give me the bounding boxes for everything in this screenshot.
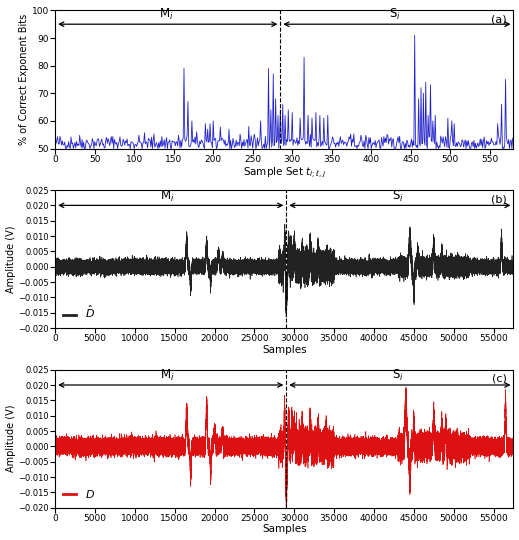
Legend: $D$: $D$ xyxy=(61,486,98,502)
Text: S$_i$: S$_i$ xyxy=(389,7,401,22)
Text: S$_i$: S$_i$ xyxy=(392,189,404,204)
X-axis label: Samples: Samples xyxy=(262,524,307,535)
Legend: $\hat{D}$: $\hat{D}$ xyxy=(61,302,98,322)
Text: M$_i$: M$_i$ xyxy=(159,368,174,383)
X-axis label: Samples: Samples xyxy=(262,345,307,355)
X-axis label: Sample Set $t_{i;\ell,j}$: Sample Set $t_{i;\ell,j}$ xyxy=(243,165,326,180)
Y-axis label: % of Correct Exponent Bits: % of Correct Exponent Bits xyxy=(19,14,29,145)
Text: (a): (a) xyxy=(491,15,507,24)
Text: (c): (c) xyxy=(491,374,507,384)
Text: (b): (b) xyxy=(491,194,507,204)
Y-axis label: Amplitude (V): Amplitude (V) xyxy=(6,225,16,293)
Text: S$_i$: S$_i$ xyxy=(392,368,404,383)
Y-axis label: Amplitude (V): Amplitude (V) xyxy=(6,405,16,472)
Text: M$_i$: M$_i$ xyxy=(159,189,174,204)
Text: M$_i$: M$_i$ xyxy=(159,7,173,22)
